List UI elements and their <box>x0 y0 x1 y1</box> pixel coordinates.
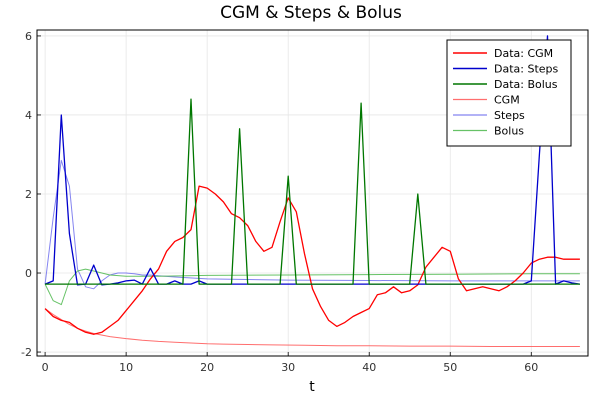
x-tick-label: 10 <box>119 361 133 374</box>
x-tick-label: 50 <box>443 361 457 374</box>
y-tick-label: -2 <box>21 346 32 359</box>
series-line-4 <box>44 159 580 290</box>
y-tick-label: 0 <box>25 267 32 280</box>
legend-box <box>446 39 572 147</box>
legend-entry: CGM <box>494 94 520 107</box>
y-tick-label: 4 <box>25 109 32 122</box>
series-line-5 <box>44 268 580 306</box>
legend-entry: Steps <box>494 109 525 122</box>
y-tick-label: 6 <box>25 30 32 43</box>
x-tick-label: 40 <box>362 361 376 374</box>
legend-entry: Data: Bolus <box>494 78 558 91</box>
legend-entry: Bolus <box>494 125 524 138</box>
legend: Data: CGM Data: Steps Data: Bolus CGM Steps B… <box>446 39 572 147</box>
x-tick-label: 20 <box>200 361 214 374</box>
legend-entry: Data: Steps <box>494 63 559 76</box>
x-axis-label: t <box>309 379 315 395</box>
plot-frame <box>36 29 589 357</box>
x-tick-label: 0 <box>42 361 49 374</box>
legend-entry: Data: CGM <box>494 47 553 60</box>
series-line-0 <box>44 185 580 335</box>
series-line-3 <box>44 308 580 347</box>
series-line-2 <box>45 98 580 285</box>
y-tick-label: 2 <box>25 188 32 201</box>
x-tick-label: 30 <box>281 361 295 374</box>
series-layer <box>44 35 580 347</box>
x-tick-label: 60 <box>524 361 538 374</box>
chart-title: CGM & Steps & Bolus <box>220 3 402 23</box>
axis-ticks: 0 10 20 30 40 50 60 -2 0 2 4 6 <box>21 30 538 374</box>
